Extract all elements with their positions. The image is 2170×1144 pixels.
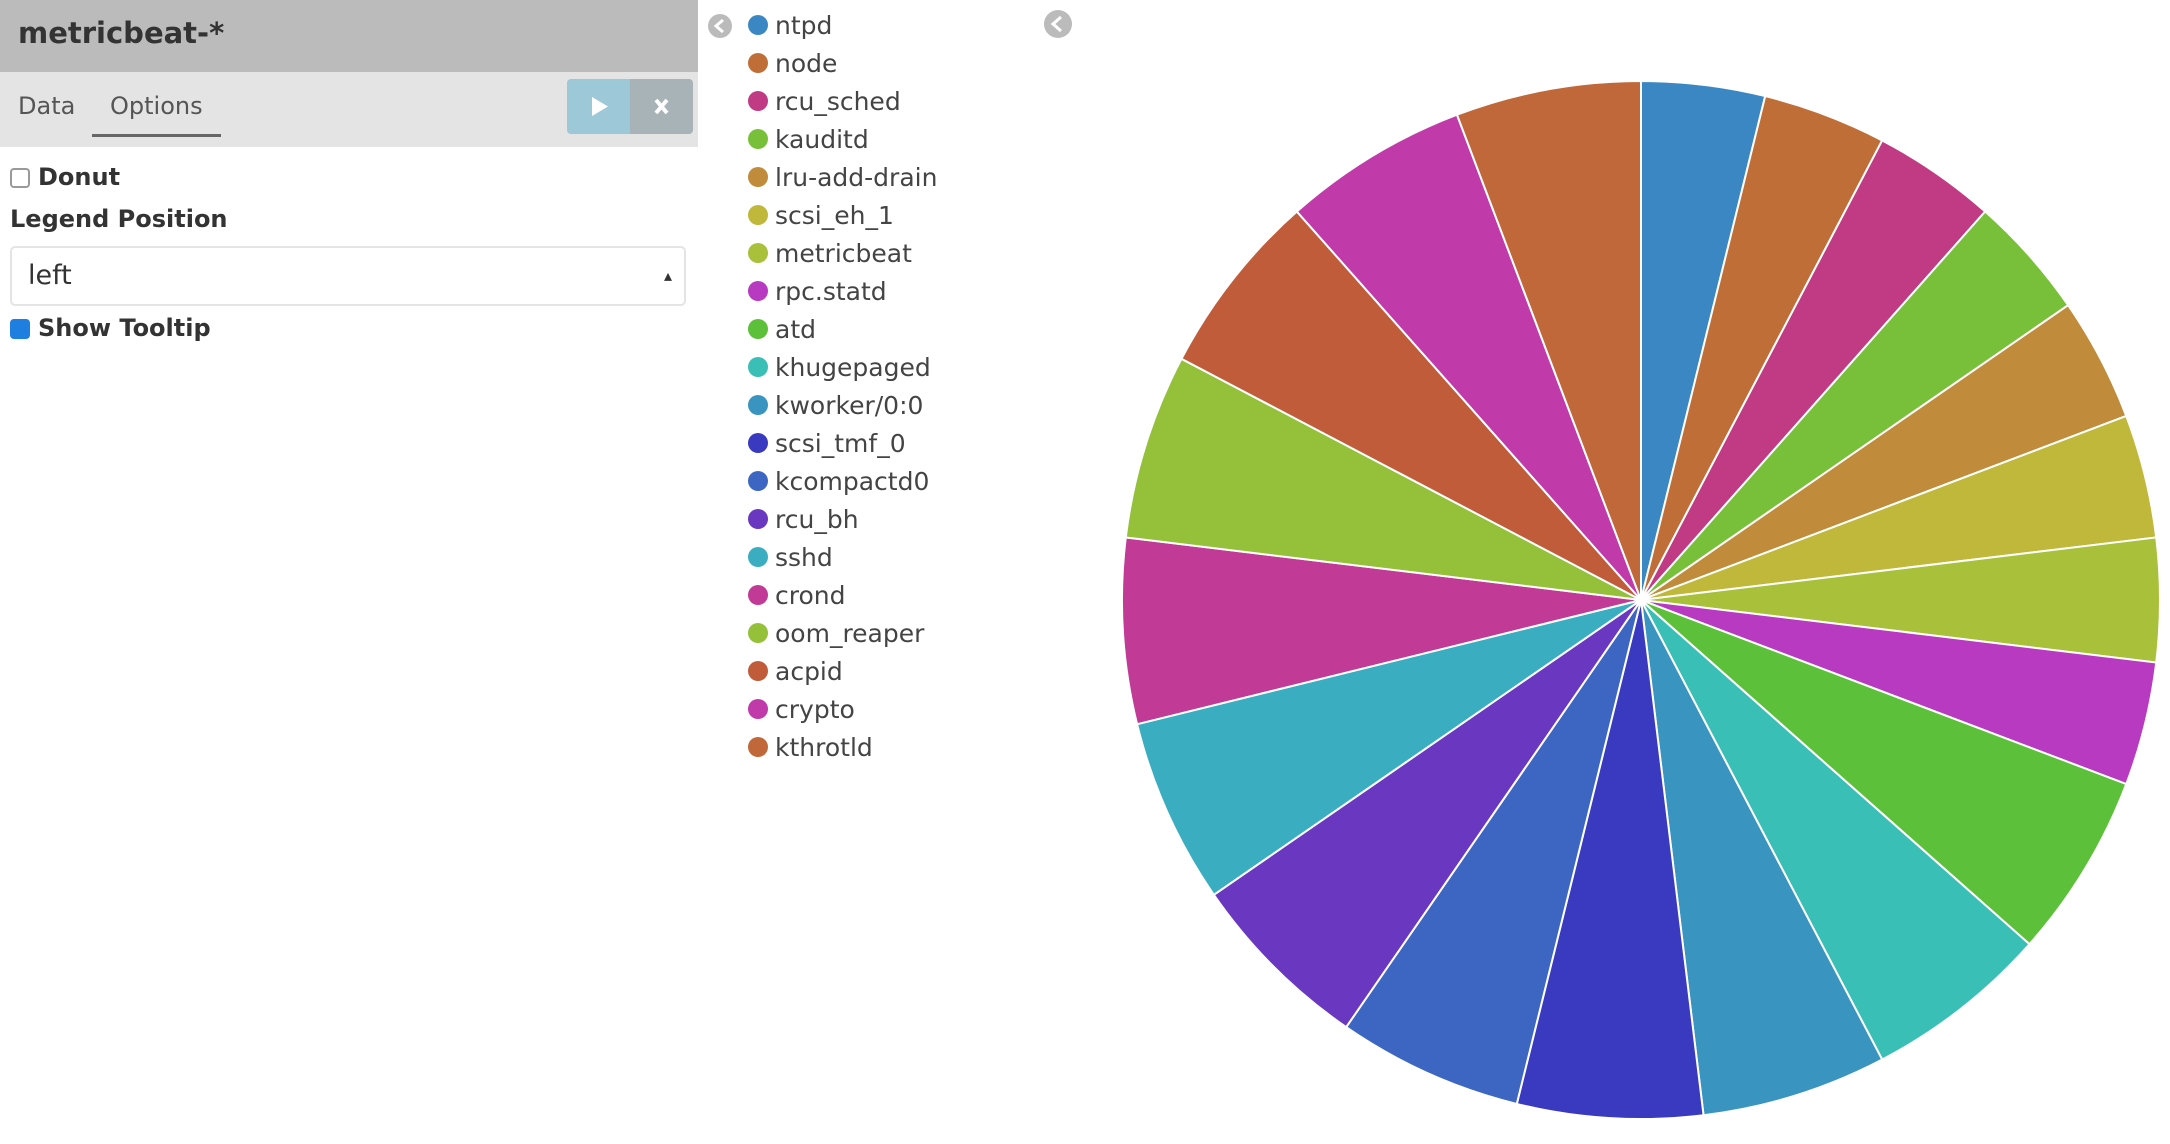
legend-label: ntpd (775, 11, 832, 40)
pie-slice (1640, 599, 2158, 786)
apply-button[interactable] (567, 79, 630, 134)
legend-dot (748, 661, 768, 681)
pie-slice (1640, 210, 2070, 601)
legend-label: sshd (775, 543, 833, 572)
legend-dot (748, 129, 768, 149)
legend-toggle[interactable] (1044, 10, 1072, 38)
legend-toggle[interactable] (708, 14, 732, 38)
close-icon (654, 98, 669, 115)
pie-slice (1640, 599, 2031, 1061)
pie-slice (1640, 79, 1767, 601)
tab[interactable]: Options (92, 92, 221, 137)
show-tooltip-option[interactable]: Show Tooltip (10, 314, 211, 342)
legend-label: kthrotld (775, 733, 873, 762)
checkbox[interactable] (10, 319, 30, 339)
checkbox[interactable] (10, 168, 30, 188)
pie-slice (1640, 303, 2128, 601)
legend-label: metricbeat (775, 239, 912, 268)
legend-label: scsi_eh_1 (775, 201, 894, 230)
pie-slice (1180, 210, 1642, 601)
pie-slice (1515, 599, 1705, 1120)
pie-slice (1295, 113, 1642, 601)
legend-label: rcu_bh (775, 505, 859, 534)
play-icon (592, 97, 608, 116)
pie-slice (1344, 599, 1642, 1106)
legend-label: rpc.statd (775, 277, 887, 306)
select-value: left (28, 260, 72, 291)
pie-slice (1455, 79, 1642, 601)
label: Show Tooltip (38, 314, 211, 342)
pie-slice (1640, 414, 2158, 601)
legend-dot (748, 699, 768, 719)
legend-dot (748, 15, 768, 35)
legend-label: kauditd (775, 125, 869, 154)
legend-label: crond (775, 581, 845, 610)
legend-label: kworker/0:0 (775, 391, 923, 420)
index-title: metricbeat-* (0, 0, 698, 72)
legend-position-label: Legend Position (10, 205, 228, 233)
legend-dot (748, 319, 768, 339)
legend-dot (748, 357, 768, 377)
legend-dot (748, 395, 768, 415)
legend-label: node (775, 49, 837, 78)
legend-dot (748, 281, 768, 301)
tab-bar: Data Options (0, 72, 698, 147)
legend-dot (748, 623, 768, 643)
legend-label: kcompactd0 (775, 467, 929, 496)
pie-slice (1212, 599, 1642, 1029)
legend-dot (748, 53, 768, 73)
pie-slice (1640, 94, 1884, 601)
pie-slice (1121, 536, 1642, 726)
legend-label: crypto (775, 695, 855, 724)
legend-label: khugepaged (775, 353, 931, 382)
legend-label: acpid (775, 657, 843, 686)
pie-slice (1135, 599, 1642, 897)
options-panel: metricbeat-* Data Options Donut Legend P… (0, 0, 698, 1144)
legend-dot (748, 243, 768, 263)
pie-slice (1640, 536, 2161, 664)
legend-dot (748, 167, 768, 187)
pie-slice (1640, 599, 1884, 1117)
donut-option[interactable]: Donut (10, 163, 120, 191)
legend-dot (748, 585, 768, 605)
legend-label: rcu_sched (775, 87, 901, 116)
legend-dot (748, 547, 768, 567)
legend-dot (748, 433, 768, 453)
legend-dot (748, 471, 768, 491)
legend-dot (748, 91, 768, 111)
legend-label: atd (775, 315, 816, 344)
legend-dot (748, 205, 768, 225)
legend-label: scsi_tmf_0 (775, 429, 906, 458)
label: Donut (38, 163, 121, 191)
pie-slice (1124, 357, 1642, 601)
pie-slice (1640, 599, 2128, 946)
legend-dot (748, 737, 768, 757)
legend-dot (748, 509, 768, 529)
tab[interactable]: Data (18, 92, 76, 120)
legend-label: lru-add-drain (775, 163, 937, 192)
legend-position-select[interactable]: left ▴ (10, 246, 686, 306)
legend-label: oom_reaper (775, 619, 925, 648)
discard-button[interactable] (630, 79, 693, 134)
pie-slice (1640, 139, 1987, 601)
select-arrows: ▴ (663, 266, 672, 285)
